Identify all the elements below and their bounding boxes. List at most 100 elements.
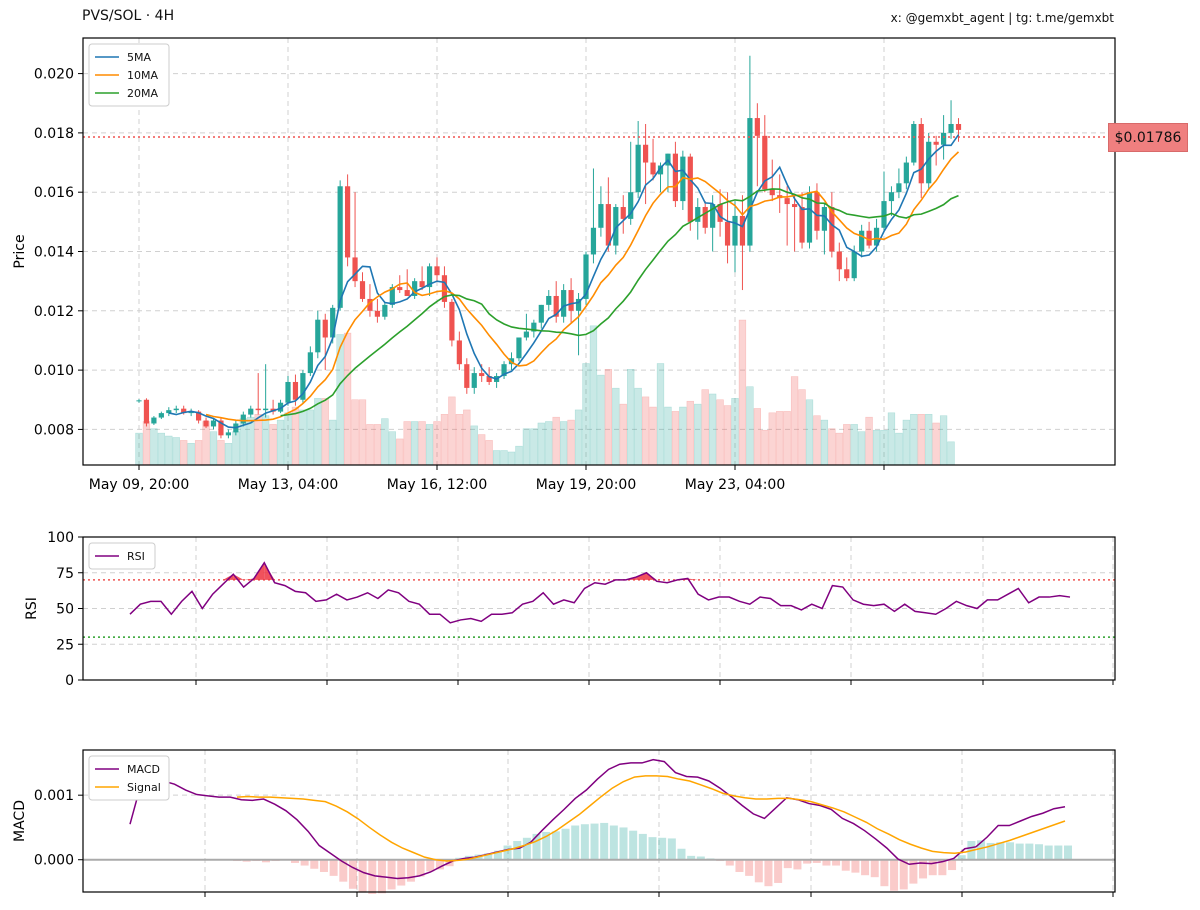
macd-histogram-bar <box>899 859 908 890</box>
candle-body <box>821 207 827 231</box>
candle-body <box>948 123 954 133</box>
volume-bar <box>209 431 218 466</box>
volume-bar <box>671 411 680 466</box>
price-legend-label: 5MA <box>127 51 151 64</box>
macd-histogram-bar <box>532 833 541 860</box>
macd-histogram-bar <box>551 831 560 860</box>
volume-bar <box>425 424 434 466</box>
candle-body <box>486 376 492 382</box>
volume-bar <box>910 414 918 466</box>
volume-bar <box>433 421 441 466</box>
candle-body <box>561 290 567 317</box>
candle-body <box>397 287 403 291</box>
volume-bar <box>157 432 165 466</box>
volume-bar <box>887 412 896 466</box>
macd-histogram-bar <box>435 859 444 870</box>
price-ytick-label: 0.018 <box>34 126 74 142</box>
macd-histogram-bar <box>300 859 309 866</box>
candle-body <box>598 204 604 228</box>
candle-body <box>300 373 306 400</box>
macd-histogram-bar <box>996 842 1005 860</box>
rsi-ytick-label: 0 <box>65 673 74 689</box>
volume-bar <box>716 399 724 466</box>
volume-bar <box>731 398 739 466</box>
volume-bar <box>217 440 225 466</box>
candle-body <box>218 420 224 436</box>
candle-body <box>955 123 962 130</box>
macd-histogram-bar <box>793 859 802 870</box>
volume-bar <box>574 409 583 466</box>
volume-bar <box>634 387 642 466</box>
macd-histogram-bar <box>948 859 957 871</box>
price-legend-label: 10MA <box>127 69 158 82</box>
candle-body <box>188 411 194 414</box>
volume-bar <box>567 419 575 466</box>
macd-histogram-bar <box>590 823 599 860</box>
volume-bar <box>656 363 665 466</box>
volume-bar <box>835 432 843 466</box>
volume-bar <box>299 409 307 466</box>
macd-histogram-bar <box>687 855 696 860</box>
rsi-ytick-label: 50 <box>56 602 74 618</box>
volume-bar <box>485 440 493 466</box>
candle-body <box>412 281 418 296</box>
volume-bar <box>776 411 784 466</box>
volume-bar <box>753 408 762 466</box>
macd-histogram-bar <box>658 837 667 860</box>
candle-body <box>538 304 544 323</box>
candle-body <box>531 322 537 332</box>
candle-body <box>501 364 507 377</box>
macd-histogram-bar <box>648 837 657 860</box>
ma10-line <box>205 151 960 422</box>
candle-body <box>225 432 231 436</box>
price-ytick-label: 0.010 <box>34 363 74 379</box>
macd-histogram-bar <box>1064 845 1072 860</box>
price-ytick-label: 0.020 <box>34 67 74 83</box>
macd-histogram-bar <box>368 859 377 894</box>
candle-body <box>523 331 529 338</box>
volume-bar <box>619 403 627 466</box>
volume-bar <box>820 419 829 466</box>
candle-body <box>330 307 336 338</box>
macd-histogram-bar <box>938 859 947 876</box>
volume-bar <box>329 419 337 466</box>
candle-body <box>911 123 917 163</box>
macd-histogram-bar <box>387 859 396 890</box>
candle-body <box>382 304 388 317</box>
candle-body <box>903 162 909 184</box>
candle-body <box>158 413 164 418</box>
volume-bar <box>604 369 613 466</box>
volume-bar <box>269 424 277 466</box>
candle-body <box>732 215 738 246</box>
macd-histogram-bar <box>406 859 415 882</box>
macd-histogram-bar <box>803 859 812 864</box>
macd-histogram-bar <box>542 831 551 860</box>
macd-histogram-bar <box>513 841 522 860</box>
volume-bar <box>947 441 955 466</box>
candle-body <box>806 192 813 243</box>
candle-body <box>345 186 351 258</box>
candle-body <box>441 275 448 302</box>
volume-bar <box>411 421 419 466</box>
price-xtick-label: May 13, 04:00 <box>238 477 338 493</box>
candle-body <box>657 165 664 175</box>
macd-histogram-bar <box>310 859 319 869</box>
candle-body <box>628 192 634 219</box>
macd-histogram-bar <box>870 859 879 878</box>
candle-body <box>456 340 462 365</box>
macd-histogram-bar <box>348 859 357 889</box>
volume-bar <box>202 421 210 466</box>
macd-histogram-bar <box>609 825 618 860</box>
macd-histogram-bar <box>339 859 348 882</box>
macd-histogram-bar <box>667 838 676 860</box>
candle-body <box>352 257 358 282</box>
candle-body <box>516 337 522 359</box>
candle-body <box>583 254 589 299</box>
candle-body <box>695 207 701 222</box>
candle-body <box>196 411 202 421</box>
candle-body <box>873 227 880 246</box>
volume-bar <box>552 416 560 466</box>
volume-bar <box>612 387 620 466</box>
volume-bar <box>723 405 732 466</box>
